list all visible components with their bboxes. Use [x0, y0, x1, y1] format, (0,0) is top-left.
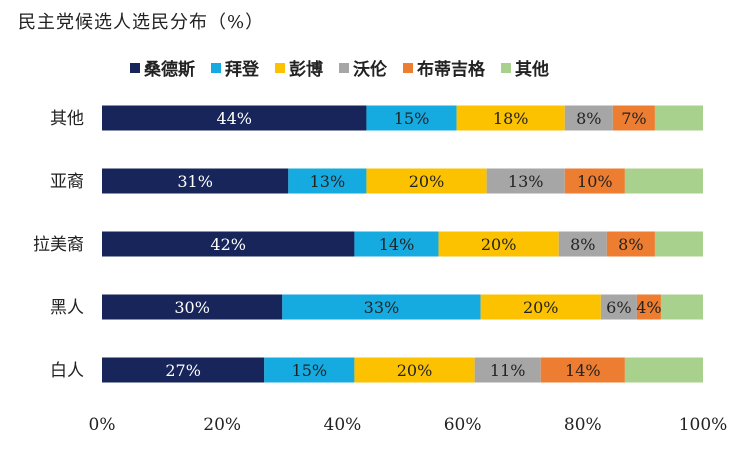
category-label: 白人 — [50, 361, 84, 381]
data-label: 7% — [621, 109, 646, 128]
legend-item: 彭博 — [275, 55, 323, 80]
bar-segment — [480, 294, 601, 320]
bar-segment — [102, 357, 265, 383]
bar-segment — [606, 231, 655, 257]
data-label: 13% — [310, 172, 346, 191]
bar-segment — [354, 357, 475, 383]
legend-item: 拜登 — [211, 55, 259, 80]
bar-segment — [264, 357, 355, 383]
legend-label: 桑德斯 — [144, 60, 195, 80]
legend-swatch — [403, 62, 413, 73]
x-tick-label: 0% — [89, 415, 116, 435]
legend-label: 拜登 — [225, 60, 259, 80]
category-label: 其他 — [50, 109, 84, 129]
bar-segment — [558, 231, 607, 257]
bar-segment — [654, 105, 703, 131]
legend-item: 其他 — [501, 55, 549, 80]
data-label: 31% — [177, 172, 213, 191]
bar-segment — [612, 105, 655, 131]
data-label: 8% — [618, 235, 643, 254]
legend: 桑德斯 拜登 彭博 沃伦 布蒂吉格 其他 — [130, 55, 549, 80]
bar-segment — [660, 294, 703, 320]
bar-segment — [282, 294, 481, 320]
data-label: 14% — [379, 235, 415, 254]
bar-segment — [288, 168, 367, 194]
bar-segment — [366, 105, 457, 131]
bar-segment — [636, 294, 661, 320]
data-label: 10% — [577, 172, 613, 191]
data-label: 18% — [493, 109, 529, 128]
bar-segment — [540, 357, 625, 383]
data-label: 20% — [523, 298, 559, 317]
data-label: 13% — [508, 172, 544, 191]
data-label: 27% — [165, 361, 201, 380]
data-label: 44% — [216, 109, 252, 128]
data-label: 8% — [570, 235, 595, 254]
data-label: 15% — [394, 109, 430, 128]
legend-item: 布蒂吉格 — [403, 55, 485, 80]
legend-label: 其他 — [515, 60, 549, 80]
legend-label: 布蒂吉格 — [417, 60, 485, 80]
legend-item: 桑德斯 — [130, 55, 195, 80]
data-label: 20% — [481, 235, 517, 254]
data-label: 20% — [397, 361, 433, 380]
x-tick-label: 60% — [444, 415, 482, 435]
x-tick-label: 20% — [203, 415, 241, 435]
data-label: 14% — [565, 361, 601, 380]
data-label: 30% — [174, 298, 210, 317]
bar-segment — [102, 105, 367, 131]
x-tick-label: 80% — [564, 415, 602, 435]
bar-segment — [564, 105, 613, 131]
data-label: 42% — [210, 235, 246, 254]
legend-label: 彭博 — [289, 60, 323, 80]
category-label: 拉美裔 — [33, 235, 84, 255]
data-label: 15% — [292, 361, 328, 380]
bar-segment — [486, 168, 565, 194]
bar-segment — [654, 231, 703, 257]
bar-segment — [102, 168, 289, 194]
data-label: 11% — [490, 361, 526, 380]
data-label: 8% — [576, 109, 601, 128]
bar-segment — [456, 105, 565, 131]
bar-segment — [366, 168, 487, 194]
bar-segment — [600, 294, 637, 320]
bar-segment — [102, 294, 283, 320]
bar-segment — [624, 357, 703, 383]
legend-swatch — [339, 62, 349, 73]
data-label: 6% — [606, 298, 631, 317]
legend-swatch — [275, 62, 285, 73]
legend-swatch — [501, 62, 511, 73]
bar-segment — [354, 231, 439, 257]
bar-segment — [438, 231, 559, 257]
legend-label: 沃伦 — [353, 60, 387, 80]
data-label: 20% — [409, 172, 445, 191]
category-label: 亚裔 — [50, 172, 84, 192]
chart-title: 民主党候选人选民分布（%） — [18, 12, 265, 33]
legend-item: 沃伦 — [339, 55, 387, 80]
category-label: 黑人 — [50, 298, 84, 318]
legend-swatch — [130, 62, 140, 73]
x-tick-label: 100% — [679, 415, 728, 435]
legend-swatch — [211, 62, 221, 73]
data-label: 33% — [364, 298, 400, 317]
data-label: 4% — [636, 298, 661, 317]
bar-segment — [474, 357, 541, 383]
x-tick-label: 40% — [324, 415, 362, 435]
bar-segment — [102, 231, 355, 257]
bar-segment — [564, 168, 625, 194]
bar-segment — [624, 168, 703, 194]
